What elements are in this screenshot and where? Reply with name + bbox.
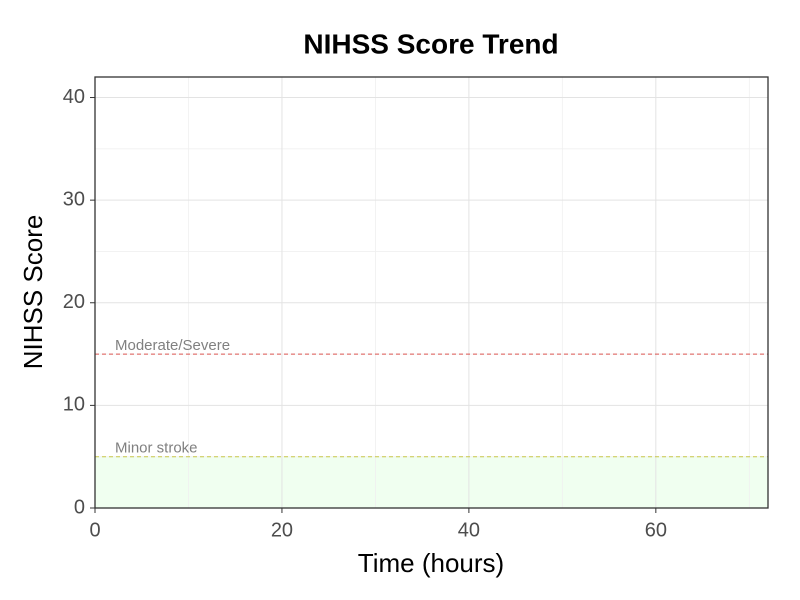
x-tick-label: 60 — [645, 519, 667, 541]
plot-area: 0 20 40 60 0 10 20 30 40 Moderate/Severe Minor str… — [63, 76, 769, 541]
shaded-region — [95, 456, 768, 508]
x-axis-label: Time (hours) — [358, 548, 504, 578]
y-tick-label: 0 — [74, 496, 85, 518]
y-tick-label: 10 — [63, 394, 85, 416]
y-axis-label: NIHSS Score — [18, 215, 48, 370]
chart-title: NIHSS Score Trend — [303, 28, 558, 59]
y-tick-label: 20 — [63, 291, 85, 313]
x-tick-label: 40 — [458, 519, 480, 541]
reference-label: Moderate/Severe — [115, 337, 230, 354]
x-tick-label: 20 — [271, 519, 293, 541]
y-tick-label: 40 — [63, 86, 85, 108]
x-tick-label: 0 — [89, 519, 100, 541]
y-tick-label: 30 — [63, 188, 85, 210]
panel-border — [94, 76, 769, 509]
reference-label: Minor stroke — [115, 440, 198, 457]
